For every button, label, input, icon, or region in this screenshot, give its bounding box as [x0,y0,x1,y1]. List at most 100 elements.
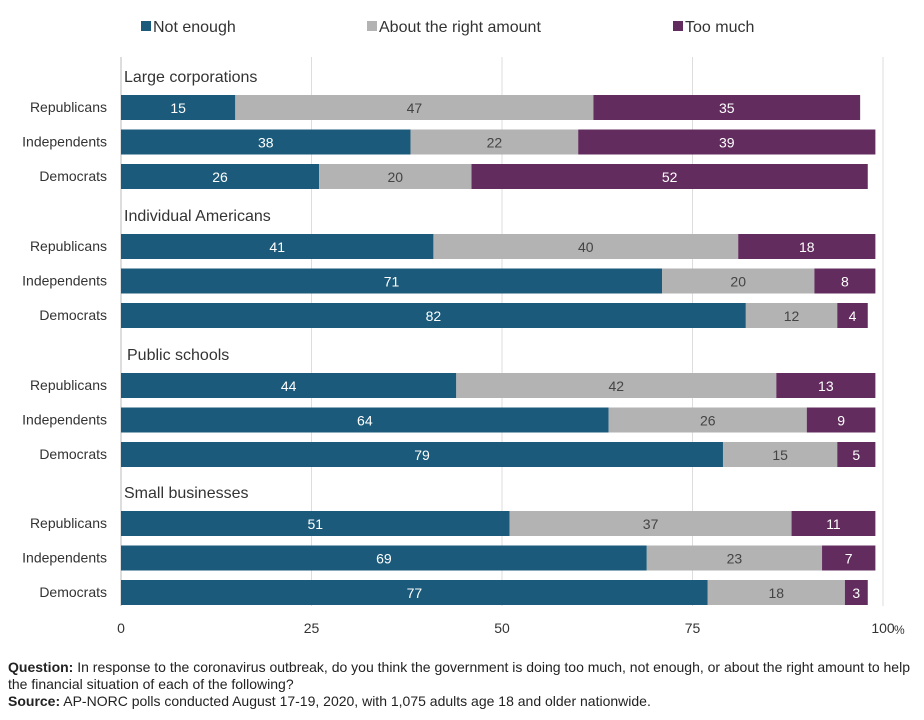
bar-segment-about-the-right-amount [662,268,815,294]
data-label-not-enough: 41 [269,239,285,255]
data-label-too-much: 5 [852,447,860,463]
data-label-about-the-right-amount: 40 [578,239,594,255]
bar-segment-about-the-right-amount [509,511,792,536]
question-label: Question: [8,659,74,675]
bar-segment-about-the-right-amount [433,234,739,259]
bar-segment-too-much [837,442,876,467]
data-label-about-the-right-amount: 12 [784,308,800,324]
data-label-about-the-right-amount: 47 [407,100,423,116]
data-label-not-enough: 77 [407,585,423,601]
data-label-too-much: 18 [799,239,815,255]
data-label-not-enough: 71 [384,274,400,290]
bar-segment-not-enough [121,580,708,605]
group-title: Individual Americans [124,208,271,225]
question-note: Question: In response to the coronavirus… [8,659,913,693]
bar-segment-too-much [844,580,868,605]
row-label: Independents [22,412,107,428]
data-label-not-enough: 26 [212,169,228,185]
data-label-not-enough: 15 [170,100,186,116]
group-title: Small businesses [124,485,249,502]
bar-segment-too-much [806,407,876,433]
data-label-not-enough: 64 [357,413,373,429]
bar-segment-too-much [776,373,876,398]
data-label-too-much: 13 [818,378,834,394]
bar-row-democrats: Democrats 82 12 4 [39,303,868,328]
legend-swatch-too-much [673,21,683,31]
legend: Not enough About the right amount Too much [141,19,754,36]
bar-segment-about-the-right-amount [646,545,823,571]
x-axis-unit: % [894,623,905,637]
data-label-about-the-right-amount: 15 [772,447,788,463]
source-note: Source: AP-NORC polls conducted August 1… [8,693,913,710]
bar-segment-too-much [593,95,861,120]
legend-label-about-the-right-amount: About the right amount [379,19,541,36]
row-label: Democrats [39,446,107,462]
data-label-too-much: 7 [845,551,853,567]
stacked-bar-chart: Not enough About the right amount Too much… [22,19,905,637]
footnote: Question: In response to the coronavirus… [8,659,913,710]
bar-row-independents: Independents 64 26 9 [22,407,876,433]
bar-row-republicans: Republicans 51 37 11 [30,511,876,536]
group-title: Large corporations [124,69,257,86]
bar-segment-too-much [791,511,876,536]
data-label-too-much: 11 [826,516,841,532]
row-label: Democrats [39,307,107,323]
bar-segment-too-much [471,164,868,189]
bar-segment-about-the-right-amount [745,303,838,328]
data-label-too-much: 52 [662,169,678,185]
data-label-about-the-right-amount: 37 [643,516,659,532]
legend-swatch-about-the-right-amount [367,21,377,31]
bar-segment-too-much [822,545,876,571]
x-tick-label-50: 50 [494,620,510,636]
data-label-too-much: 4 [849,308,857,324]
data-label-not-enough: 79 [414,447,430,463]
bar-segment-not-enough [121,234,434,259]
question-text: In response to the coronavirus outbreak,… [8,659,910,692]
bar-row-republicans: Republicans 41 40 18 [30,234,876,259]
data-label-about-the-right-amount: 18 [769,585,785,601]
x-tick-label-0: 0 [117,620,125,636]
row-label: Democrats [39,168,107,184]
data-label-not-enough: 44 [281,378,297,394]
row-label: Independents [22,273,107,289]
bar-row-republicans: Republicans 15 47 35 [30,95,861,120]
row-label: Independents [22,134,107,150]
legend-swatch-not-enough [141,21,151,31]
bar-row-democrats: Democrats 26 20 52 [39,164,868,189]
x-tick-label-75: 75 [685,620,701,636]
data-label-not-enough: 82 [426,308,442,324]
legend-label-too-much: Too much [685,19,754,36]
source-label: Source: [8,693,61,709]
row-label: Republicans [30,377,107,393]
bar-row-democrats: Democrats 79 15 5 [39,442,876,467]
x-tick-label-25: 25 [304,620,320,636]
group-title: Public schools [127,347,229,364]
data-label-too-much: 39 [719,135,735,151]
bar-row-independents: Independents 69 23 7 [22,545,876,571]
data-label-not-enough: 38 [258,135,274,151]
data-label-too-much: 3 [852,585,860,601]
bar-segment-not-enough [121,95,236,120]
bar-segment-not-enough [121,407,609,433]
bar-row-republicans: Republicans 44 42 13 [30,373,876,398]
bar-row-independents: Independents 71 20 8 [22,268,876,294]
row-label: Republicans [30,515,107,531]
data-label-about-the-right-amount: 26 [700,413,716,429]
bar-segment-about-the-right-amount [707,580,845,605]
bar-segment-too-much [837,303,868,328]
bar-segment-not-enough [121,373,457,398]
data-label-not-enough: 69 [376,551,392,567]
source-text: AP-NORC polls conducted August 17-19, 20… [60,693,651,709]
row-label: Democrats [39,584,107,600]
group-individual-americans: Individual Americans Republicans 41 40 18 Ind… [22,208,876,328]
row-label: Republicans [30,99,107,115]
bar-segment-about-the-right-amount [456,373,777,398]
data-label-about-the-right-amount: 22 [487,135,503,151]
bar-segment-not-enough [121,442,723,467]
data-label-too-much: 35 [719,100,735,116]
data-label-about-the-right-amount: 20 [388,169,404,185]
bar-segment-not-enough [121,129,411,155]
data-label-about-the-right-amount: 20 [730,274,746,290]
